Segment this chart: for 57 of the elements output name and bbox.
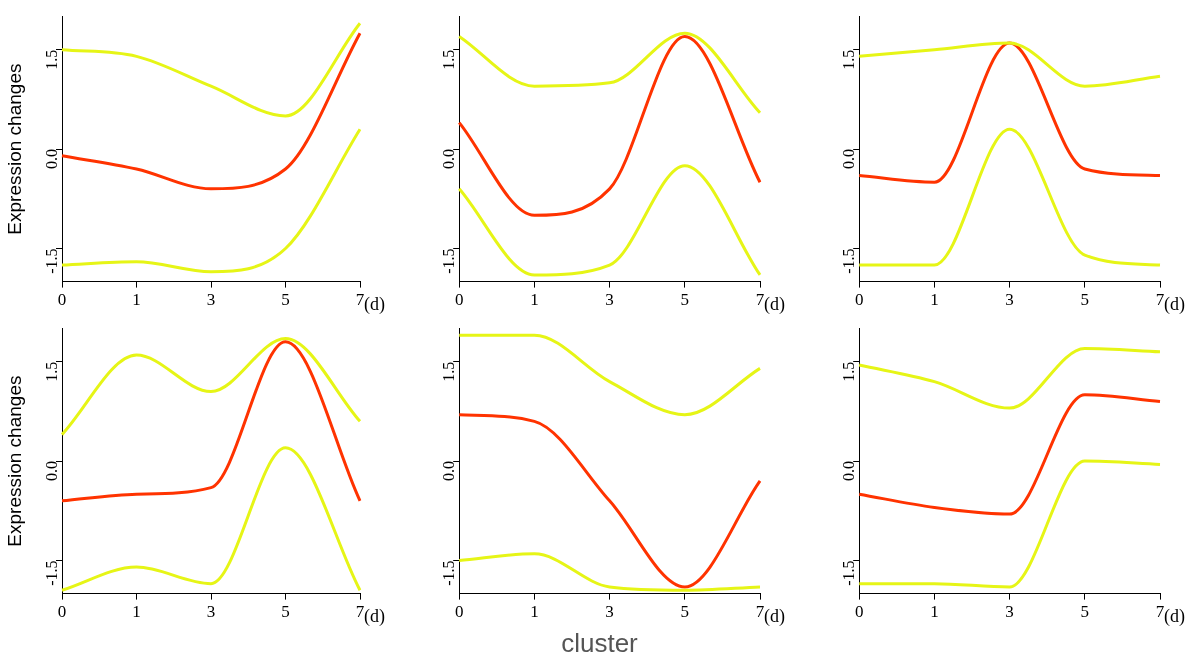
x-tick-label: 3 bbox=[605, 290, 614, 310]
text: cluster bbox=[560, 628, 639, 659]
x-tick-label: 1 bbox=[930, 290, 939, 310]
x-axis-title: (d) bbox=[364, 294, 385, 316]
x-axis-title: (d) bbox=[764, 294, 785, 316]
y-tick-label: 1.5 bbox=[440, 361, 458, 382]
x-tick-label: 1 bbox=[930, 602, 939, 622]
x-tick-label: 5 bbox=[1080, 602, 1090, 622]
x-axis-title: (d) bbox=[364, 606, 385, 628]
x-tick-label: 5 bbox=[680, 602, 690, 622]
x-tick-label: 1 bbox=[530, 290, 539, 310]
x-tick-label: 1 bbox=[132, 290, 141, 310]
x-tick-label: 0 bbox=[454, 290, 464, 310]
y-tick-label: -1.5 bbox=[440, 560, 458, 586]
x-axis-title: (d) bbox=[1164, 294, 1185, 316]
y-tick-label: 0.0 bbox=[840, 149, 858, 170]
x-tick-label: 5 bbox=[281, 290, 290, 310]
y-tick-label: 1.5 bbox=[840, 361, 858, 382]
y-tick-label: 0.0 bbox=[840, 461, 858, 482]
x-tick-label: 0 bbox=[854, 290, 864, 310]
x-tick-label: 7 bbox=[1155, 602, 1165, 622]
x-tick-label: 0 bbox=[854, 602, 864, 622]
y-tick-label: 1.5 bbox=[43, 361, 61, 382]
y-tick-label: -1.5 bbox=[440, 248, 458, 274]
x-tick-label: 0 bbox=[454, 602, 464, 622]
x-tick-label: 3 bbox=[206, 602, 216, 622]
y-tick-label: -1.5 bbox=[43, 560, 61, 586]
x-tick-label: 3 bbox=[605, 602, 614, 622]
y-tick-label: 1.5 bbox=[440, 49, 458, 70]
x-tick-label: 1 bbox=[530, 602, 539, 622]
x-tick-label: 1 bbox=[132, 602, 141, 622]
y-tick-label: -1.5 bbox=[840, 560, 858, 586]
y-tick-label: 0.0 bbox=[43, 149, 61, 170]
y-tick-label: -1.5 bbox=[43, 248, 61, 274]
y-tick-label: 0.0 bbox=[440, 149, 458, 170]
x-tick-label: 7 bbox=[1155, 290, 1165, 310]
x-axis-title: (d) bbox=[764, 606, 785, 628]
x-tick-label: 7 bbox=[355, 290, 365, 310]
x-tick-label: 5 bbox=[281, 602, 290, 622]
x-tick-label: 7 bbox=[755, 290, 765, 310]
x-tick-label: 7 bbox=[355, 602, 365, 622]
x-tick-label: 3 bbox=[1005, 290, 1014, 310]
x-axis-title: (d) bbox=[1164, 606, 1185, 628]
y-axis-title: Expression changes bbox=[3, 63, 25, 235]
y-tick-label: 1.5 bbox=[840, 49, 858, 70]
y-tick-label: -1.5 bbox=[840, 248, 858, 274]
y-tick-label: 1.5 bbox=[43, 49, 61, 70]
y-tick-label: 0.0 bbox=[43, 461, 61, 482]
x-tick-label: 3 bbox=[206, 290, 216, 310]
y-tick-label: 0.0 bbox=[440, 461, 458, 482]
x-tick-label: 5 bbox=[680, 290, 690, 310]
y-axis-title: Expression changes bbox=[3, 375, 25, 547]
x-tick-label: 0 bbox=[57, 290, 67, 310]
x-tick-label: 5 bbox=[1080, 290, 1090, 310]
x-tick-label: 7 bbox=[755, 602, 765, 622]
x-tick-label: 3 bbox=[1005, 602, 1014, 622]
x-tick-label: 0 bbox=[57, 602, 67, 622]
